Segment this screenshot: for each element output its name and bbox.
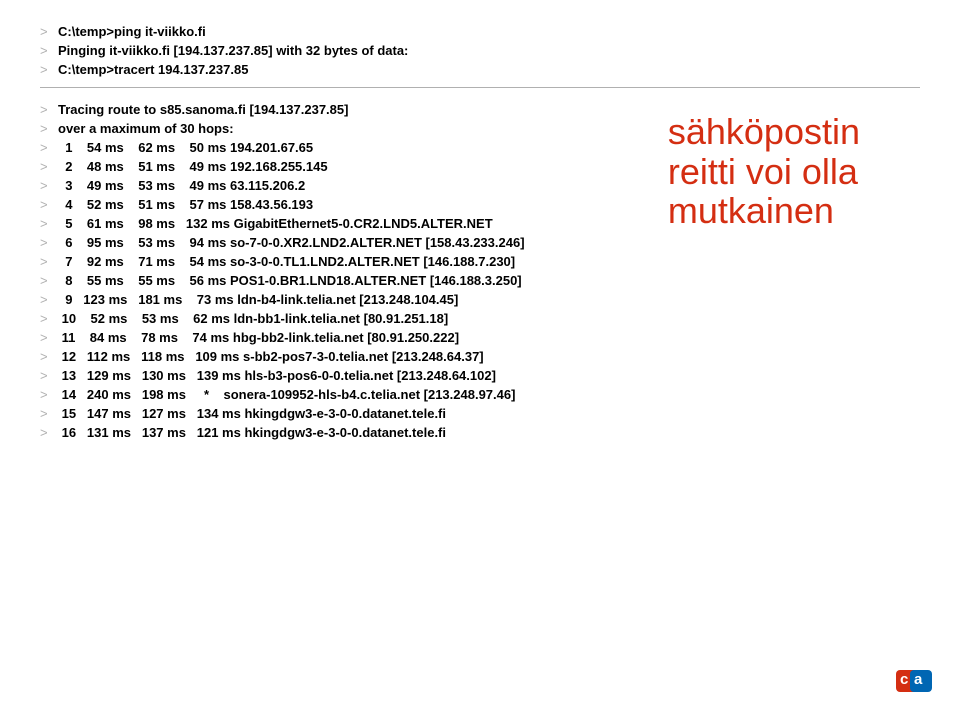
header-block: >C:\temp>ping it-viikko.fi >Pinging it-v… [40, 24, 920, 77]
line-text: 9 123 ms 181 ms 73 ms ldn-b4-link.telia.… [58, 292, 458, 307]
prompt-char: > [40, 330, 58, 345]
prompt-char: > [40, 178, 58, 193]
line-text: 13 129 ms 130 ms 139 ms hls-b3-pos6-0-0.… [58, 368, 496, 383]
line-text: C:\temp>ping it-viikko.fi [58, 24, 206, 39]
prompt-char: > [40, 121, 58, 136]
prompt-char: > [40, 140, 58, 155]
terminal-line: > 9 123 ms 181 ms 73 ms ldn-b4-link.teli… [40, 292, 920, 307]
overlay-line-3: mutkainen [668, 191, 860, 231]
overlay-text: sähköpostin reitti voi olla mutkainen [668, 112, 860, 231]
prompt-char: > [40, 349, 58, 364]
overlay-line-2: reitti voi olla [668, 152, 860, 192]
prompt-char: > [40, 292, 58, 307]
terminal-line: > 11 84 ms 78 ms 74 ms hbg-bb2-link.teli… [40, 330, 920, 345]
terminal-line: > 16 131 ms 137 ms 121 ms hkingdgw3-e-3-… [40, 425, 920, 440]
line-text: 12 112 ms 118 ms 109 ms s-bb2-pos7-3-0.t… [58, 349, 484, 364]
terminal-line: > 6 95 ms 53 ms 94 ms so-7-0-0.XR2.LND2.… [40, 235, 920, 250]
prompt-char: > [40, 387, 58, 402]
prompt-char: > [40, 254, 58, 269]
line-text: 11 84 ms 78 ms 74 ms hbg-bb2-link.telia.… [58, 330, 459, 345]
prompt-char: > [40, 24, 58, 39]
ca-logo: c a [896, 670, 930, 695]
separator [40, 87, 920, 88]
line-text: 2 48 ms 51 ms 49 ms 192.168.255.145 [58, 159, 328, 174]
line-text: 15 147 ms 127 ms 134 ms hkingdgw3-e-3-0-… [58, 406, 446, 421]
prompt-char: > [40, 159, 58, 174]
prompt-char: > [40, 425, 58, 440]
terminal-line: > 7 92 ms 71 ms 54 ms so-3-0-0.TL1.LND2.… [40, 254, 920, 269]
overlay-line-1: sähköpostin [668, 112, 860, 152]
terminal-line: >C:\temp>ping it-viikko.fi [40, 24, 920, 39]
prompt-char: > [40, 235, 58, 250]
line-text: C:\temp>tracert 194.137.237.85 [58, 62, 248, 77]
line-text: 16 131 ms 137 ms 121 ms hkingdgw3-e-3-0-… [58, 425, 446, 440]
line-text: over a maximum of 30 hops: [58, 121, 234, 136]
prompt-char: > [40, 273, 58, 288]
prompt-char: > [40, 197, 58, 212]
prompt-char: > [40, 311, 58, 326]
prompt-char: > [40, 43, 58, 58]
line-text: Tracing route to s85.sanoma.fi [194.137.… [58, 102, 348, 117]
prompt-char: > [40, 216, 58, 231]
terminal-line: > 15 147 ms 127 ms 134 ms hkingdgw3-e-3-… [40, 406, 920, 421]
terminal-line: >C:\temp>tracert 194.137.237.85 [40, 62, 920, 77]
terminal-line: > 10 52 ms 53 ms 62 ms ldn-bb1-link.teli… [40, 311, 920, 326]
line-text: 14 240 ms 198 ms * sonera-109952-hls-b4.… [58, 387, 515, 402]
terminal-line: > 12 112 ms 118 ms 109 ms s-bb2-pos7-3-0… [40, 349, 920, 364]
line-text: 3 49 ms 53 ms 49 ms 63.115.206.2 [58, 178, 305, 193]
line-text: 4 52 ms 51 ms 57 ms 158.43.56.193 [58, 197, 313, 212]
line-text: 8 55 ms 55 ms 56 ms POS1-0.BR1.LND18.ALT… [58, 273, 522, 288]
prompt-char: > [40, 62, 58, 77]
prompt-char: > [40, 102, 58, 117]
line-text: 1 54 ms 62 ms 50 ms 194.201.67.65 [58, 140, 313, 155]
terminal-line: > 8 55 ms 55 ms 56 ms POS1-0.BR1.LND18.A… [40, 273, 920, 288]
prompt-char: > [40, 406, 58, 421]
terminal-line: > 14 240 ms 198 ms * sonera-109952-hls-b… [40, 387, 920, 402]
terminal-line: >Pinging it-viikko.fi [194.137.237.85] w… [40, 43, 920, 58]
line-text: 6 95 ms 53 ms 94 ms so-7-0-0.XR2.LND2.AL… [58, 235, 525, 250]
terminal-line: > 13 129 ms 130 ms 139 ms hls-b3-pos6-0-… [40, 368, 920, 383]
trace-block: sähköpostin reitti voi olla mutkainen >T… [40, 102, 920, 440]
line-text: 5 61 ms 98 ms 132 ms GigabitEthernet5-0.… [58, 216, 493, 231]
line-text: 10 52 ms 53 ms 62 ms ldn-bb1-link.telia.… [58, 311, 448, 326]
line-text: 7 92 ms 71 ms 54 ms so-3-0-0.TL1.LND2.AL… [58, 254, 515, 269]
prompt-char: > [40, 368, 58, 383]
line-text: Pinging it-viikko.fi [194.137.237.85] wi… [58, 43, 408, 58]
